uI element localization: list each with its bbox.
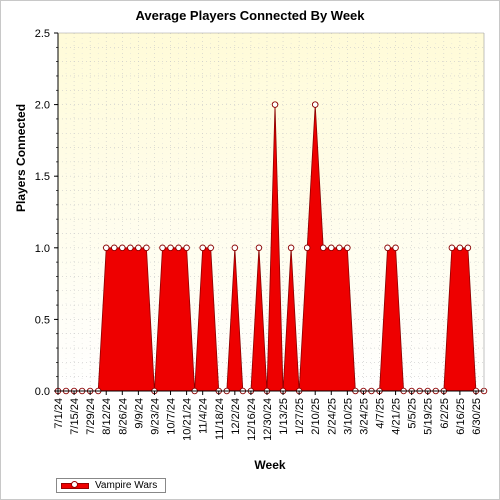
data-point (207, 244, 214, 252)
data-point (135, 244, 142, 252)
data-point (255, 244, 263, 252)
x-tick-label: 10/21/24 (182, 398, 194, 441)
legend-swatch (61, 481, 89, 490)
data-point (320, 244, 327, 252)
legend-label: Vampire Wars (95, 480, 158, 491)
y-tick-label: 1.0 (35, 243, 50, 255)
data-point (143, 244, 150, 252)
data-point (231, 244, 239, 252)
x-tick-label: 5/19/25 (423, 398, 435, 435)
data-point (344, 244, 351, 252)
data-point (464, 244, 472, 252)
x-tick-label: 3/24/25 (358, 398, 370, 435)
data-point (456, 244, 464, 252)
data-point (159, 244, 166, 252)
x-tick-label: 3/10/25 (342, 398, 354, 435)
x-tick-label: 11/18/24 (214, 398, 226, 440)
x-tick-label: 9/23/24 (149, 398, 161, 435)
x-tick-label: 4/7/25 (375, 398, 387, 429)
data-point (127, 244, 134, 252)
data-point (328, 244, 335, 252)
data-point (199, 244, 206, 252)
x-tick-label: 7/29/24 (85, 398, 97, 435)
x-tick-label: 1/13/25 (278, 398, 290, 435)
x-tick-label: 11/4/24 (198, 398, 210, 434)
x-tick-label: 12/16/24 (246, 398, 258, 441)
y-tick-label: 0.0 (35, 386, 50, 398)
chart-title: Average Players Connected By Week (135, 8, 365, 23)
x-tick-label: 10/7/24 (166, 398, 178, 435)
data-point (287, 244, 295, 252)
x-tick-label: 6/2/25 (439, 398, 451, 429)
x-tick-label: 5/5/25 (407, 398, 419, 429)
data-point (102, 244, 110, 252)
x-tick-label: 2/10/25 (310, 398, 322, 435)
x-tick-label: 7/15/24 (69, 398, 81, 435)
x-tick-label: 12/2/24 (230, 398, 242, 435)
data-point (119, 244, 126, 252)
x-tick-label: 1/27/25 (294, 398, 306, 435)
x-tick-label: 2/24/25 (326, 398, 338, 435)
data-point (271, 101, 279, 108)
legend: Vampire Wars (56, 478, 166, 493)
x-tick-label: 6/16/25 (455, 398, 467, 435)
x-tick-label: 8/12/24 (101, 398, 113, 435)
x-tick-label: 9/9/24 (133, 398, 145, 429)
data-point (175, 244, 182, 252)
x-tick-label: 12/30/24 (262, 398, 274, 441)
data-point (311, 101, 319, 108)
data-point (303, 244, 311, 252)
x-tick-label: 6/30/25 (471, 398, 483, 435)
data-point (111, 244, 118, 252)
y-tick-label: 0.5 (35, 314, 50, 326)
y-tick-label: 2.5 (35, 28, 50, 40)
x-axis-label: Week (254, 458, 286, 472)
data-point (167, 244, 174, 252)
data-point (448, 244, 456, 252)
data-point (336, 244, 343, 252)
y-tick-label: 1.5 (35, 171, 50, 183)
data-point (183, 244, 190, 252)
data-point (384, 244, 391, 252)
x-tick-label: 7/1/24 (53, 398, 65, 429)
x-tick-label: 8/26/24 (117, 398, 129, 435)
data-point (392, 244, 399, 252)
y-tick-label: 2.0 (35, 100, 50, 112)
y-axis-label: Players Connected (14, 103, 28, 212)
x-tick-label: 4/21/25 (391, 398, 403, 435)
